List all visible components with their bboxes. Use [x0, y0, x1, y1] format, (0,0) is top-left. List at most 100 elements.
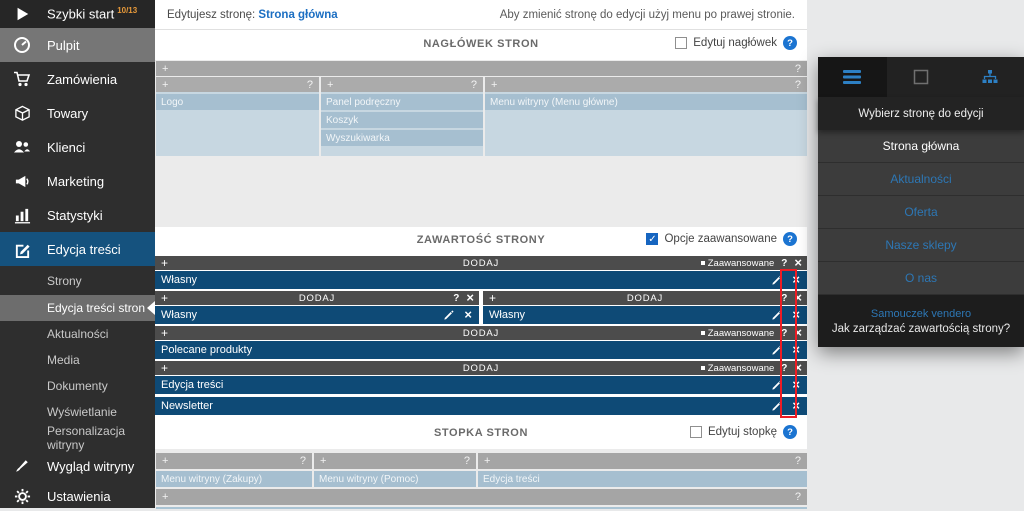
current-page-link[interactable]: Strona główna — [258, 8, 338, 21]
advanced-toggle[interactable]: Zaawansowane — [700, 363, 774, 374]
add-row-bar[interactable]: + DODAJ Zaawansowane ? × — [155, 361, 807, 375]
edit-footer-checkbox[interactable] — [689, 426, 702, 438]
add-icon[interactable]: + — [162, 455, 169, 467]
content-block-polecane-produkty[interactable]: Polecane produkty × — [155, 341, 807, 359]
add-icon[interactable]: + — [489, 291, 497, 305]
add-icon[interactable]: + — [162, 78, 169, 91]
edit-pencil-icon[interactable] — [771, 310, 782, 321]
sidebar-item-edycja-tresci[interactable]: Edycja treści — [0, 232, 155, 266]
add-row-bar[interactable]: + DODAJ ? × — [483, 291, 807, 305]
sidebar-subitem-strony[interactable]: Strony — [47, 273, 82, 288]
delete-block-icon[interactable]: × — [792, 342, 800, 357]
delete-row-icon[interactable]: × — [466, 290, 474, 305]
edit-pencil-icon[interactable] — [771, 275, 782, 286]
add-label[interactable]: DODAJ — [462, 257, 500, 269]
help-glyph[interactable]: ? — [453, 292, 460, 304]
add-label[interactable]: DODAJ — [462, 362, 500, 374]
column-bar[interactable]: +? — [485, 77, 807, 92]
help-glyph[interactable]: ? — [781, 327, 788, 339]
sidebar-item-towary[interactable]: Towary — [0, 96, 155, 130]
help-glyph[interactable]: ? — [781, 292, 788, 304]
content-block-edycja-tresci[interactable]: Edycja treści × — [155, 376, 807, 394]
add-icon[interactable]: + — [161, 361, 169, 375]
help-glyph[interactable]: ? — [306, 78, 313, 91]
advanced-toggle[interactable]: Zaawansowane — [700, 258, 774, 269]
page-item-o-nas[interactable]: O nas — [818, 262, 1024, 295]
edit-pencil-icon[interactable] — [771, 380, 782, 391]
page-item-nasze-sklepy[interactable]: Nasze sklepy — [818, 229, 1024, 262]
delete-row-icon[interactable]: × — [794, 360, 802, 375]
help-glyph[interactable]: ? — [463, 455, 470, 467]
widget-menu-pomoc[interactable]: Menu witryny (Pomoc) — [314, 471, 476, 487]
sidebar-subitem-wyswietlanie[interactable]: Wyświetlanie — [47, 405, 117, 419]
help-glyph[interactable]: ? — [794, 62, 801, 75]
tab-pages-menu[interactable] — [818, 57, 887, 97]
content-block-wlasny[interactable]: Własny × — [155, 271, 807, 289]
widget-panel-podreczny[interactable]: Panel podręczny — [321, 94, 483, 110]
help-glyph[interactable]: ? — [299, 455, 306, 467]
edit-header-checkbox[interactable] — [675, 37, 688, 49]
widget-koszyk[interactable]: Koszyk — [321, 112, 483, 128]
sidebar-item-szybki-start[interactable]: Szybki start 10/13 — [0, 0, 155, 28]
tutorial-link[interactable]: Samouczek vendero — [870, 307, 972, 320]
add-row-bar[interactable]: + DODAJ ? × — [155, 291, 479, 305]
delete-block-icon[interactable]: × — [792, 272, 800, 287]
add-label[interactable]: DODAJ — [626, 292, 664, 304]
help-glyph[interactable]: ? — [781, 362, 788, 374]
widget-edycja-tresci[interactable]: Edycja treści — [478, 471, 807, 487]
delete-block-icon[interactable]: × — [464, 307, 472, 322]
help-icon[interactable]: ? — [783, 425, 797, 439]
column-bar[interactable]: +? — [314, 453, 476, 469]
edit-pencil-icon[interactable] — [443, 310, 454, 321]
sidebar-item-ustawienia[interactable]: Ustawienia — [0, 481, 155, 511]
add-icon[interactable]: + — [161, 256, 169, 270]
add-icon[interactable]: + — [161, 326, 169, 340]
page-item-aktualnosci[interactable]: Aktualności — [818, 163, 1024, 196]
sidebar-subitem-edycja-tresci-stron[interactable]: Edycja treści stron — [0, 295, 155, 321]
column-bar[interactable]: +? — [156, 77, 319, 92]
add-icon[interactable]: + — [491, 78, 498, 91]
help-glyph[interactable]: ? — [794, 78, 801, 91]
sidebar-subitem-aktualnosci[interactable]: Aktualności — [47, 327, 109, 341]
content-block-newsletter[interactable]: Newsletter × — [155, 397, 807, 415]
add-icon[interactable]: + — [484, 455, 491, 467]
column-bar[interactable]: +? — [478, 453, 807, 469]
page-item-oferta[interactable]: Oferta — [818, 196, 1024, 229]
add-icon[interactable]: + — [161, 291, 169, 305]
add-label[interactable]: DODAJ — [462, 327, 500, 339]
sidebar-subitem-media[interactable]: Media — [47, 353, 80, 367]
sidebar-subitem-dokumenty[interactable]: Dokumenty — [47, 379, 108, 393]
add-icon[interactable]: + — [162, 62, 169, 75]
widget-menu-zakupy[interactable]: Menu witryny (Zakupy) — [156, 471, 312, 487]
add-row-bar[interactable]: + DODAJ Zaawansowane ? × — [155, 326, 807, 340]
help-icon[interactable]: ? — [783, 232, 797, 246]
sidebar-item-pulpit[interactable]: Pulpit — [0, 28, 155, 62]
tab-sitemap[interactable] — [955, 57, 1024, 97]
header-row-bar[interactable]: +? — [156, 61, 807, 76]
help-glyph[interactable]: ? — [794, 455, 801, 467]
sidebar-item-zamowienia[interactable]: Zamówienia — [0, 62, 155, 96]
footer-widget-strip[interactable] — [156, 507, 807, 509]
sidebar-item-marketing[interactable]: Marketing — [0, 164, 155, 198]
column-bar[interactable]: +? — [321, 77, 483, 92]
advanced-options-checkbox[interactable]: ✓ — [646, 233, 659, 245]
help-glyph[interactable]: ? — [794, 491, 801, 503]
help-glyph[interactable]: ? — [470, 78, 477, 91]
delete-row-icon[interactable]: × — [794, 255, 802, 270]
delete-row-icon[interactable]: × — [794, 325, 802, 340]
delete-block-icon[interactable]: × — [792, 398, 800, 413]
page-item-strona-glowna[interactable]: Strona główna — [818, 130, 1024, 163]
add-label[interactable]: DODAJ — [298, 292, 336, 304]
widget-menu-witryny[interactable]: Menu witryny (Menu główne) — [485, 94, 807, 110]
add-row-bar[interactable]: + DODAJ Zaawansowane ? × — [155, 256, 807, 270]
widget-logo[interactable]: Logo — [156, 94, 319, 110]
advanced-toggle[interactable]: Zaawansowane — [700, 328, 774, 339]
add-icon[interactable]: + — [320, 455, 327, 467]
sidebar-item-statystyki[interactable]: Statystyki — [0, 198, 155, 232]
content-block-wlasny[interactable]: Własny × — [155, 306, 479, 324]
delete-block-icon[interactable]: × — [792, 307, 800, 322]
delete-row-icon[interactable]: × — [794, 290, 802, 305]
widget-wyszukiwarka[interactable]: Wyszukiwarka — [321, 130, 483, 146]
add-icon[interactable]: + — [162, 491, 169, 503]
edit-pencil-icon[interactable] — [771, 345, 782, 356]
